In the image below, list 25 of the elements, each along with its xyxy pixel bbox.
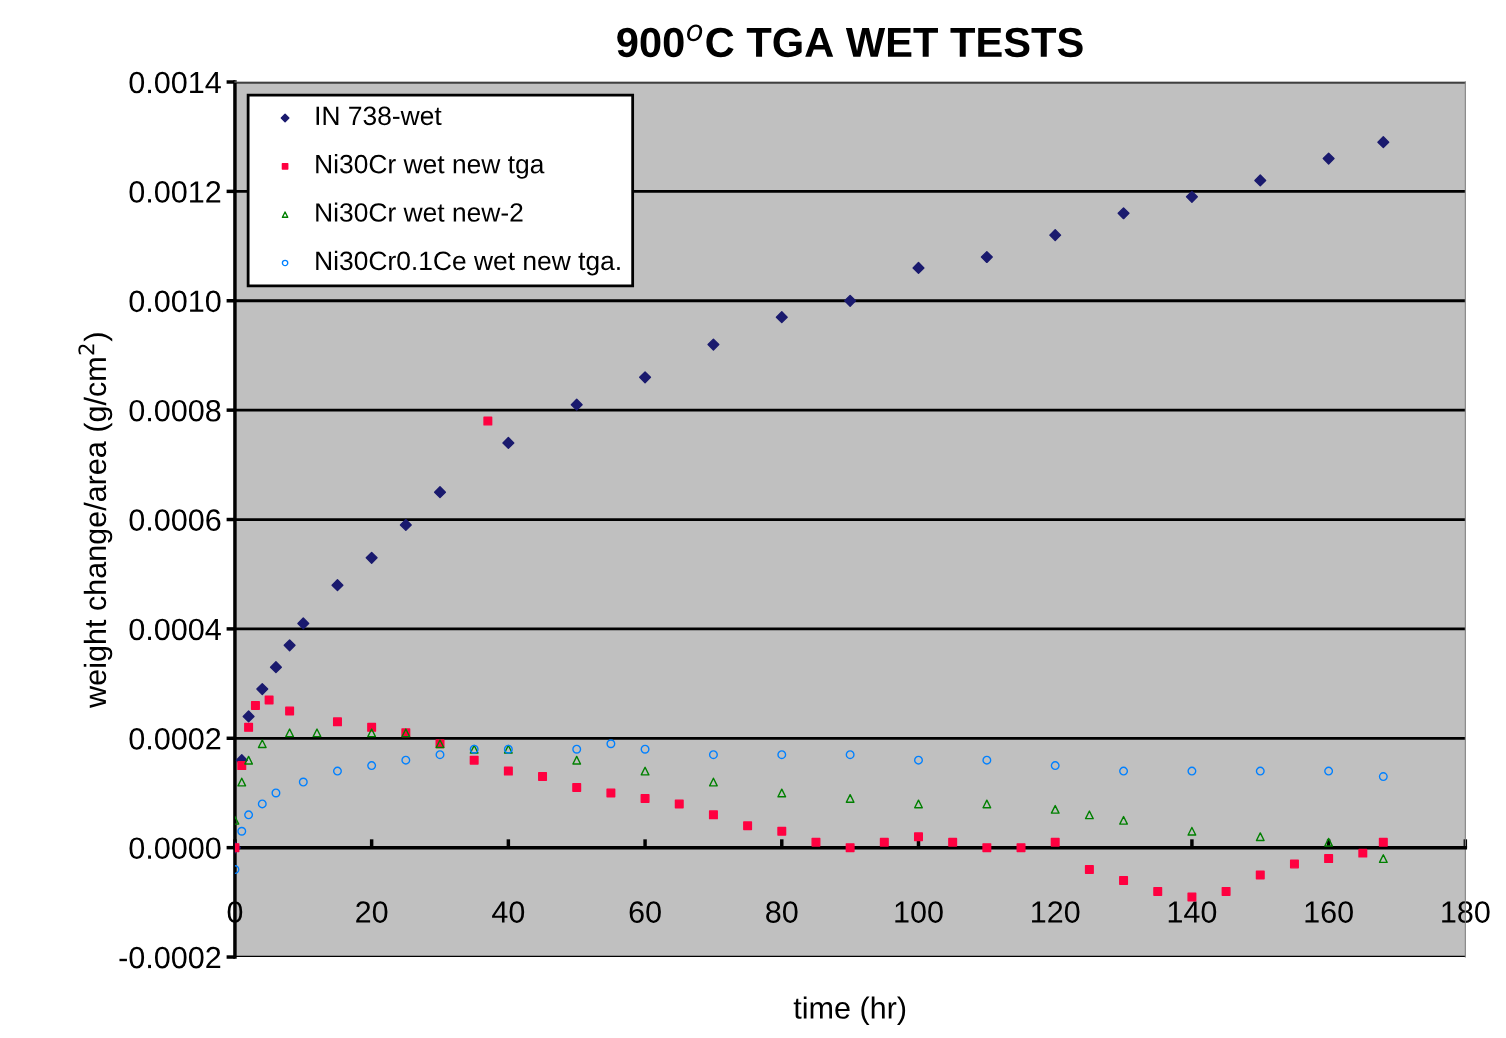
x-tick-label: 160 (1305, 901, 1353, 923)
legend-label: Ni30Cr0.1Ce wet new tga. (316, 250, 620, 276)
y-tick-label: 0.0010 (129, 290, 221, 313)
y-tick-label: 0.0006 (129, 509, 221, 531)
chart-title: 900$^{o}$C TGA WET TESTS (617, 24, 1083, 58)
x-tick-label: 80 (766, 901, 798, 923)
legend-label: Ni30Cr wet new-2 (316, 202, 523, 222)
legend-label: Ni30Cr wet new tga (316, 154, 545, 179)
y-tick-label: 0.0000 (129, 837, 221, 860)
y-tick-label: -0.0002 (119, 946, 221, 969)
x-tick-label: 60 (629, 901, 661, 923)
x-tick-label: 100 (895, 901, 943, 923)
y-tick-label: 0.0008 (129, 399, 221, 422)
x-tick-label: 140 (1168, 901, 1217, 923)
x-tick-label: 20 (356, 901, 388, 923)
x-tick-label: 40 (492, 901, 525, 923)
y-tick-label: 0.0012 (129, 181, 221, 203)
x-axis-title: time (hr) (793, 996, 906, 1025)
x-tick-label: 180 (1442, 901, 1490, 923)
y-tick-label: 0.0014 (129, 71, 221, 94)
y-tick-label: 0.0002 (129, 728, 221, 750)
x-tick-label: 120 (1032, 901, 1080, 923)
y-tick-label: 0.0004 (129, 618, 221, 641)
y-axis-title: weight change/area (g/cm$^{2}$) (78, 333, 113, 708)
legend-label: IN 738-wet (316, 106, 442, 126)
